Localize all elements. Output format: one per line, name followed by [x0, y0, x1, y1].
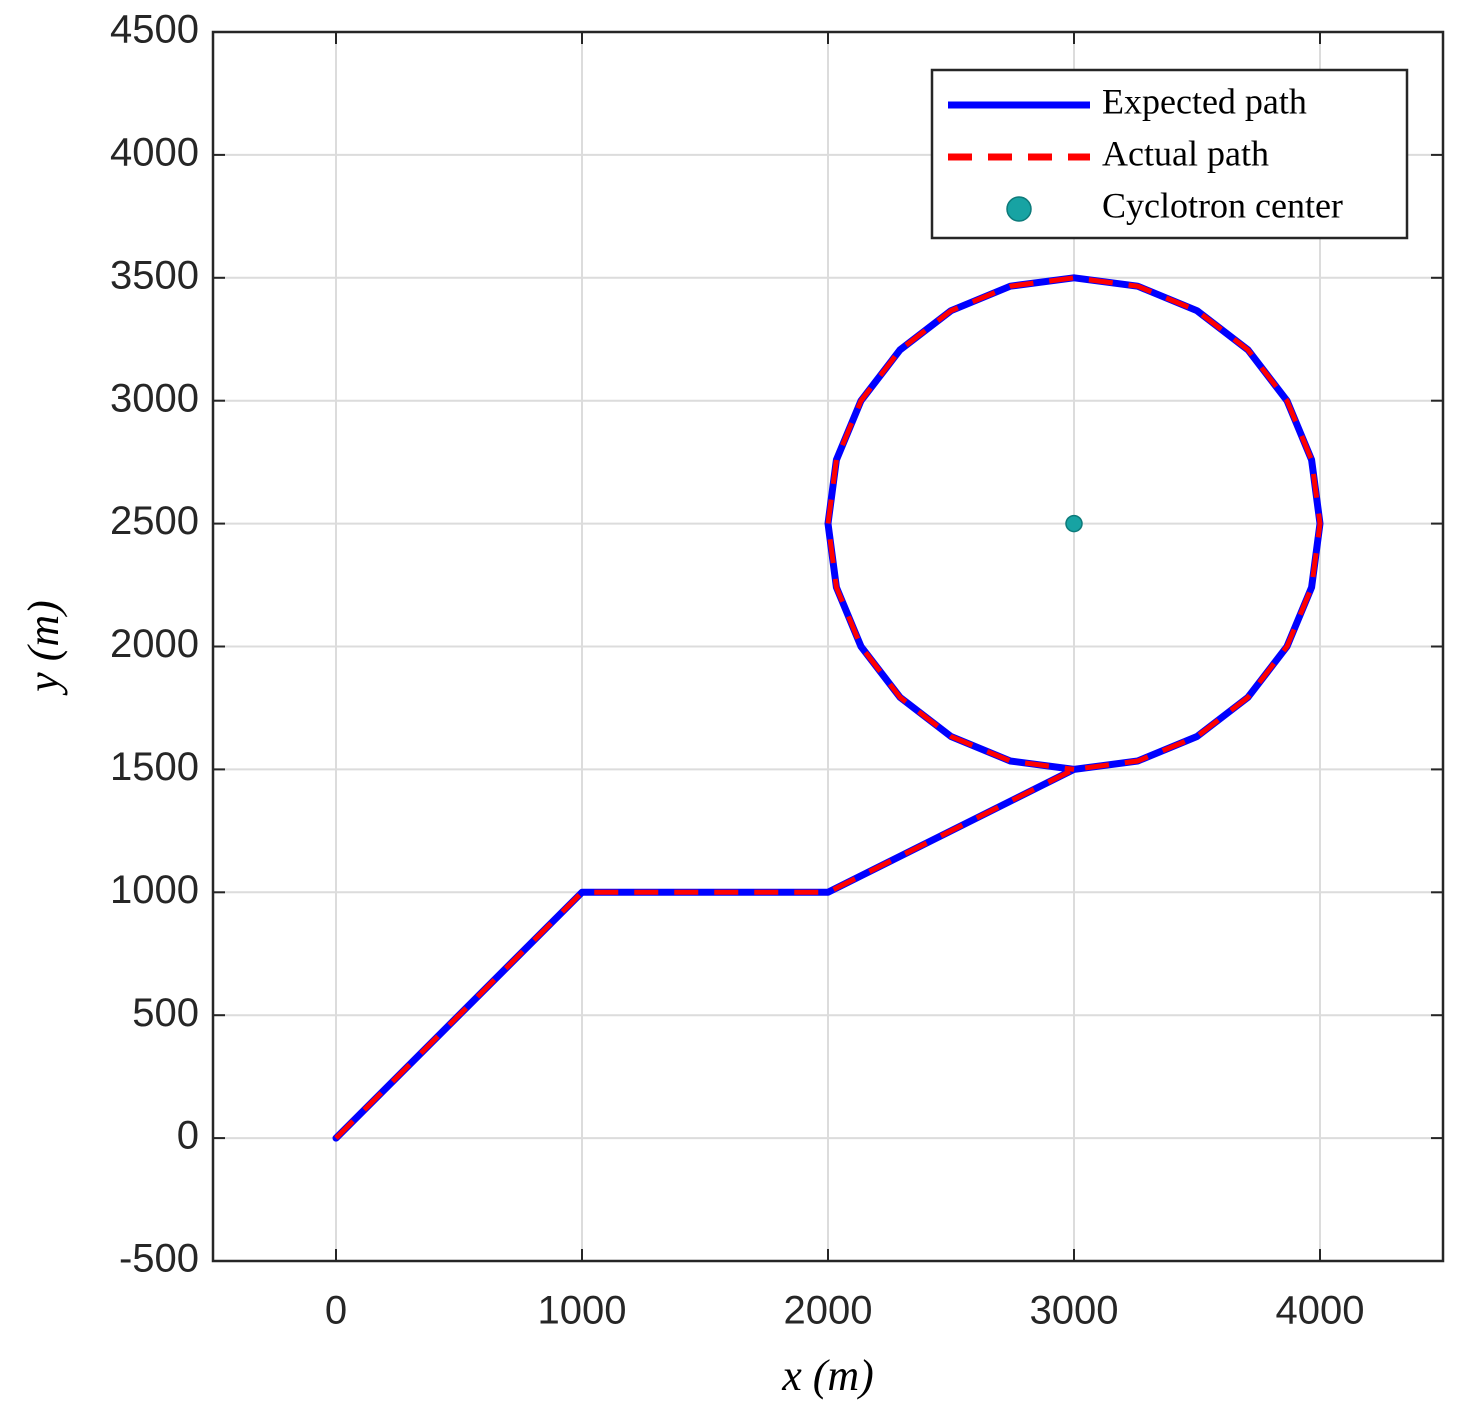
y-tick-label: 2500	[110, 499, 199, 543]
center-marker	[1065, 514, 1083, 533]
y-tick-label: 4000	[110, 130, 199, 174]
y-tick-label: 1500	[110, 745, 199, 789]
y-tick-label: 2000	[110, 622, 199, 666]
x-tick-label: 2000	[784, 1289, 873, 1333]
legend-marker	[1006, 196, 1032, 222]
series-line	[334, 275, 1323, 1140]
x-axis-label: x (m)	[781, 1351, 874, 1400]
y-tick-label: 3500	[110, 253, 199, 297]
y-tick-label: 500	[132, 991, 199, 1035]
x-tick-label: 3000	[1030, 1289, 1119, 1333]
y-tick-label: 0	[177, 1114, 199, 1158]
legend-label: Expected path	[1102, 81, 1307, 121]
x-tick-label: 1000	[538, 1289, 627, 1333]
y-axis-label: y (m)	[19, 600, 68, 696]
y-tick-label: 4500	[110, 8, 199, 52]
legend-label: Cyclotron center	[1102, 185, 1343, 225]
y-tick-label: 1000	[110, 868, 199, 912]
y-tick-label: -500	[119, 1237, 199, 1281]
y-tick-label: 3000	[110, 376, 199, 420]
plot-frame	[211, 30, 1445, 1263]
x-tick-label: 0	[325, 1289, 347, 1333]
x-tick-label: 4000	[1276, 1289, 1365, 1333]
legend-label: Actual path	[1102, 133, 1269, 173]
